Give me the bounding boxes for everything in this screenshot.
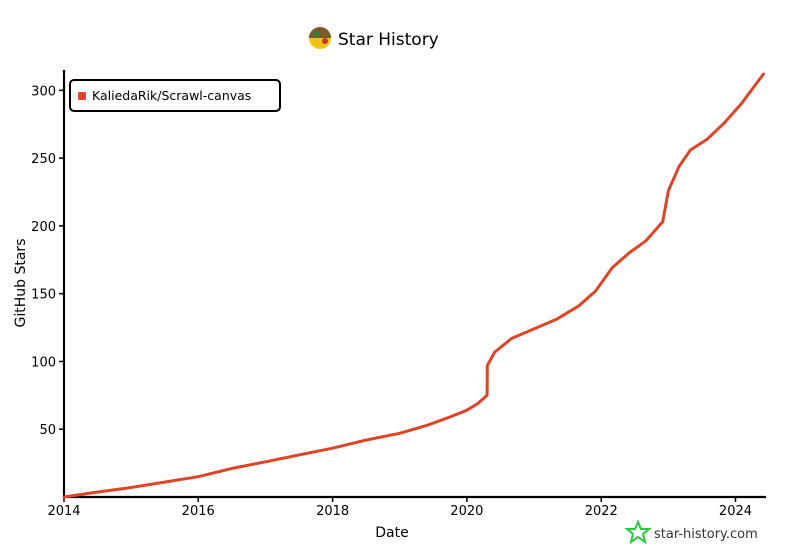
y-tick-label: 300 xyxy=(31,84,56,99)
x-tick-label: 2024 xyxy=(719,504,752,519)
legend-box xyxy=(69,79,281,112)
legend-swatch xyxy=(78,92,86,100)
y-tick-label: 200 xyxy=(31,220,56,235)
y-tick-label: 150 xyxy=(31,288,56,303)
y-tick-label: 250 xyxy=(31,152,56,167)
watermark[interactable]: star-history.com xyxy=(624,519,758,545)
y-axis-ticks: 50 100 150 200 250 300 xyxy=(31,84,64,438)
x-axis-label: Date xyxy=(375,525,408,541)
x-tick-label: 2014 xyxy=(47,504,80,519)
x-tick-label: 2018 xyxy=(316,504,349,519)
x-tick-label: 2016 xyxy=(182,504,215,519)
x-tick-label: 2022 xyxy=(585,504,618,519)
x-axis-ticks: 2014 2016 2018 2020 2022 2024 xyxy=(47,497,752,519)
legend-series-label: KaliedaRik/Scrawl-canvas xyxy=(92,88,251,103)
y-tick-label: 100 xyxy=(31,355,56,370)
x-tick-label: 2020 xyxy=(450,504,483,519)
chart-title-text: Star History xyxy=(338,30,439,50)
legend: KaliedaRik/Scrawl-canvas xyxy=(69,79,281,112)
y-axis-label: GitHub Stars xyxy=(13,239,29,328)
y-tick-label: 50 xyxy=(39,423,56,438)
watermark-text[interactable]: star-history.com xyxy=(654,527,758,542)
avatar-icon xyxy=(309,27,331,49)
star-history-logo-icon xyxy=(624,519,652,545)
series-line xyxy=(62,72,765,499)
chart-title: Star History xyxy=(309,27,439,50)
